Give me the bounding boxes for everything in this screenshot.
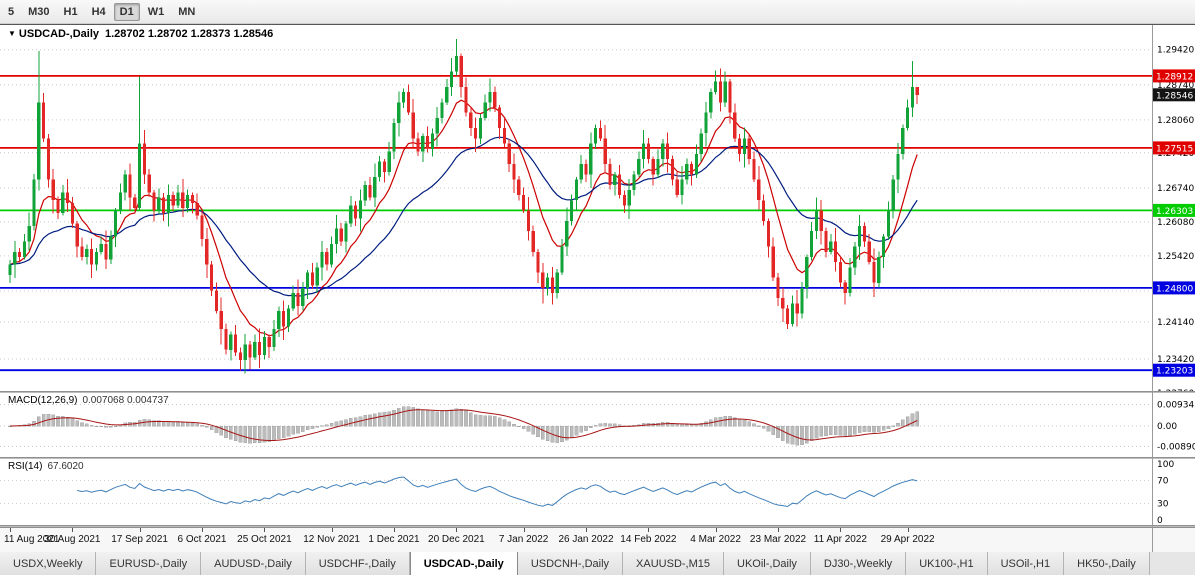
current-price-badge: 1.28546	[1153, 88, 1195, 102]
timeframe-button-m30[interactable]: M30	[22, 3, 55, 21]
svg-text:1.26740: 1.26740	[1157, 184, 1194, 194]
svg-text:1.28060: 1.28060	[1157, 116, 1194, 126]
svg-text:1.28912: 1.28912	[1156, 72, 1193, 82]
time-axis-label: 14 Feb 2022	[620, 534, 677, 545]
candlestick-series	[8, 38, 919, 374]
ohlc-values: 1.28702 1.28702 1.28373 1.28546	[105, 28, 274, 40]
chart-tab-ukoil[interactable]: UKOil-,Daily	[724, 552, 811, 575]
pane-splitter[interactable]	[0, 391, 1195, 393]
time-axis-label: 30 Aug 2021	[44, 534, 101, 545]
timeframe-button-5[interactable]: 5	[2, 3, 20, 21]
time-axis-label: 11 Apr 2022	[813, 534, 867, 545]
time-axis-label: 29 Apr 2022	[880, 534, 935, 545]
chart-tab-xauusd[interactable]: XAUUSD-,M15	[623, 552, 725, 575]
macd-values: 0.007068 0.004737	[82, 395, 169, 406]
svg-text:1.23420: 1.23420	[1157, 355, 1194, 365]
chart-tab-eurusd[interactable]: EURUSD-,Daily	[96, 552, 202, 575]
time-axis-label: 7 Jan 2022	[498, 534, 549, 545]
symbol-period-label: USDCAD-,Daily	[18, 28, 99, 40]
chart-tab-audusd[interactable]: AUDUSD-,Daily	[201, 552, 306, 575]
price-chart[interactable]: 1.294201.287401.280601.274201.267401.260…	[0, 25, 1195, 391]
pane-splitter[interactable]	[0, 525, 1195, 527]
chart-tab-usdchf[interactable]: USDCHF-,Daily	[305, 552, 410, 575]
price-gridlines: 1.294201.287401.280601.274201.267401.260…	[0, 46, 1194, 391]
macd-label: MACD(12,26,9)	[8, 395, 78, 406]
rsi-label: RSI(14)	[8, 461, 43, 472]
macd-histogram	[8, 406, 919, 446]
timeframe-button-h1[interactable]: H1	[58, 3, 84, 21]
time-axis[interactable]: 11 Aug 2021 30 Aug 2021 17 Sep 2021 6 Oct 2…	[0, 527, 1195, 552]
svg-text:-0.008902: -0.008902	[1157, 443, 1195, 453]
svg-text:1.22760: 1.22760	[1157, 389, 1194, 391]
chart-tab-uk100[interactable]: UK100-,H1	[906, 552, 988, 575]
time-axis-label: 23 Mar 2022	[749, 534, 807, 545]
svg-text:100: 100	[1157, 460, 1174, 470]
svg-text:1.26303: 1.26303	[1156, 207, 1193, 217]
chart-tab-usdcad[interactable]: USDCAD-,Daily	[409, 552, 518, 575]
svg-text:1.28546: 1.28546	[1156, 91, 1193, 101]
price-pane[interactable]: ▼ USDCAD-,Daily 1.28702 1.28702 1.28373 1.…	[0, 25, 1195, 391]
svg-text:1.29420: 1.29420	[1157, 46, 1194, 56]
price-axis-separator	[1152, 25, 1153, 552]
time-axis-label: 20 Dec 2021	[428, 534, 485, 545]
collapse-triangle-icon[interactable]: ▼	[8, 29, 16, 38]
svg-text:1.25420: 1.25420	[1157, 252, 1194, 262]
time-axis-label: 17 Sep 2021	[111, 534, 168, 545]
time-axis-label: 4 Mar 2022	[690, 534, 741, 545]
chart-window: ▼ USDCAD-,Daily 1.28702 1.28702 1.28373 1.…	[0, 24, 1195, 552]
svg-text:30: 30	[1157, 500, 1169, 510]
svg-text:0: 0	[1157, 516, 1163, 525]
timeframe-button-d1[interactable]: D1	[113, 2, 140, 21]
support-resistance-lines: 1.28912 1.27515 1.26303 1.24800 1.23203	[0, 69, 1195, 377]
rsi-line	[77, 476, 918, 508]
rsi-pane[interactable]: RSI(14) 67.6020 100 70 30 0	[0, 459, 1195, 525]
chart-title: ▼ USDCAD-,Daily 1.28702 1.28702 1.28373 1.…	[8, 28, 273, 40]
time-axis-label: 11 Aug 2021	[4, 534, 60, 545]
time-axis-label: 25 Oct 2021	[237, 534, 292, 545]
chart-tab-usoil[interactable]: USOil-,H1	[987, 552, 1065, 575]
timeframe-toolbar: 5 M30 H1 H4 D1 W1 MN	[0, 0, 1195, 24]
timeframe-button-w1[interactable]: W1	[142, 3, 171, 21]
macd-pane[interactable]: MACD(12,26,9)0.007068 0.004737 0.0093450…	[0, 393, 1195, 457]
svg-text:0.00: 0.00	[1157, 422, 1177, 432]
svg-text:1.28740: 1.28740	[1157, 81, 1194, 91]
svg-text:1.23203: 1.23203	[1156, 367, 1193, 377]
svg-text:1.26080: 1.26080	[1157, 218, 1194, 228]
chart-tab-usdx[interactable]: USDX,Weekly	[0, 552, 97, 575]
macd-chart[interactable]: 0.009345 0.00 -0.008902	[0, 393, 1195, 457]
time-axis-label: 1 Dec 2021	[368, 534, 420, 545]
time-axis-label: 26 Jan 2022	[558, 534, 614, 545]
timeframe-button-h4[interactable]: H4	[86, 3, 112, 21]
macd-signal-line	[9, 409, 918, 441]
time-axis-label: 12 Nov 2021	[303, 534, 360, 545]
svg-text:1.27515: 1.27515	[1156, 144, 1193, 154]
chart-tab-hk50[interactable]: HK50-,Daily	[1064, 552, 1150, 575]
pane-splitter[interactable]	[0, 457, 1195, 459]
timeframe-button-mn[interactable]: MN	[172, 3, 201, 21]
svg-text:1.24800: 1.24800	[1156, 284, 1193, 294]
svg-text:1.24140: 1.24140	[1157, 318, 1194, 328]
chart-tab-bar: USDX,Weekly EURUSD-,Daily AUDUSD-,Daily USD…	[0, 551, 1195, 575]
svg-text:70: 70	[1157, 476, 1169, 486]
rsi-chart[interactable]: 100 70 30 0	[0, 459, 1195, 525]
moving-average-lines	[9, 99, 918, 337]
chart-tab-usdcnh[interactable]: USDCNH-,Daily	[517, 552, 624, 575]
chart-tab-dj30[interactable]: DJ30-,Weekly	[810, 552, 907, 575]
time-axis-label: 6 Oct 2021	[177, 534, 227, 545]
rsi-value: 67.6020	[47, 461, 84, 472]
svg-text:0.009345: 0.009345	[1157, 401, 1195, 411]
